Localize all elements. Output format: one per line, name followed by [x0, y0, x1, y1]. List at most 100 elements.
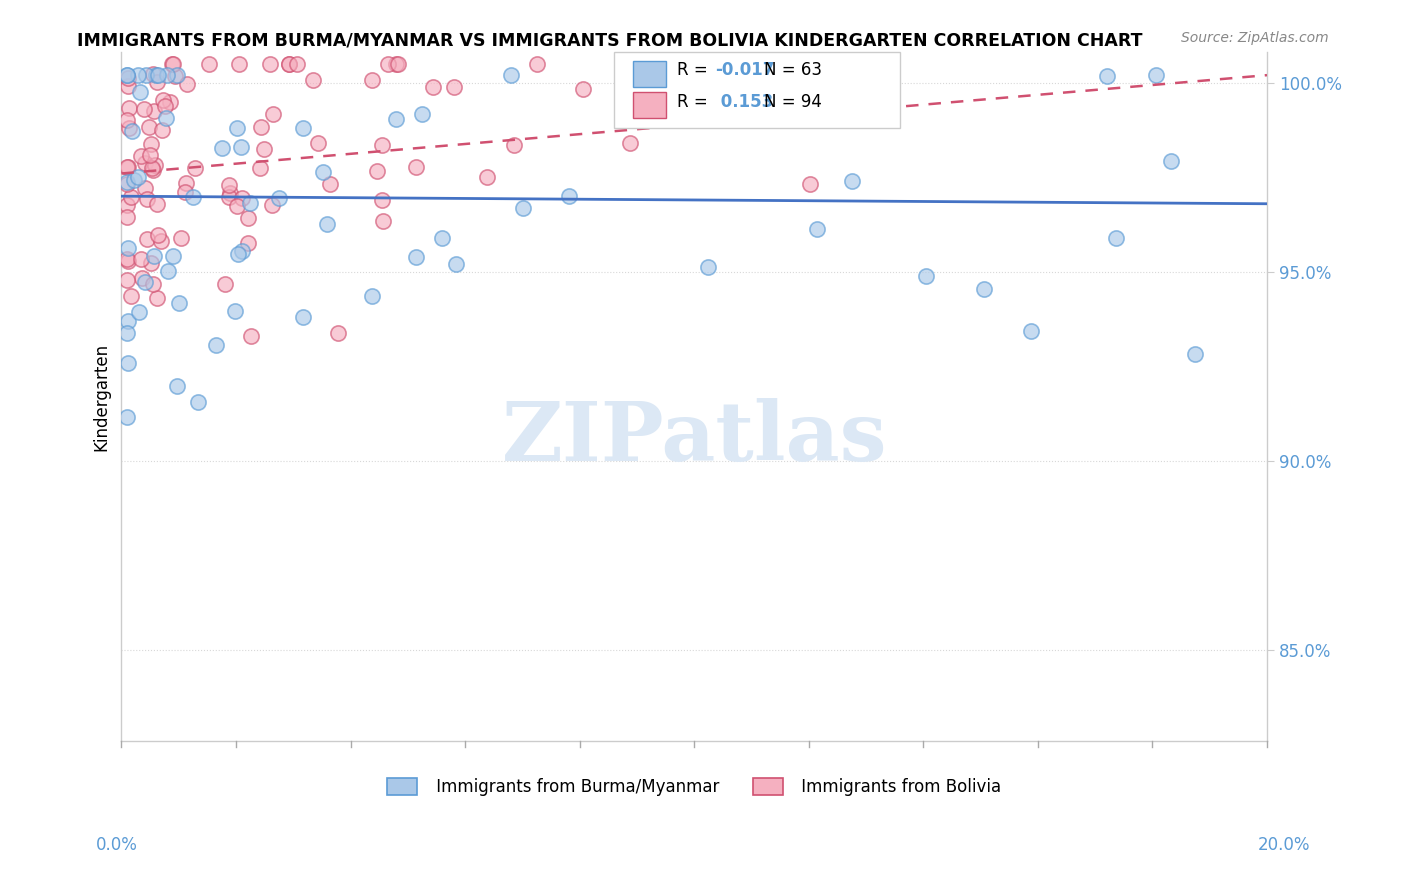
Point [218, 186, 240, 201]
Point [432, 231, 454, 245]
Point [262, 107, 284, 121]
Point [371, 137, 394, 152]
Point [411, 107, 433, 121]
Point [115, 68, 138, 82]
Point [211, 141, 233, 155]
Point [146, 68, 169, 82]
Point [155, 111, 177, 125]
Point [115, 197, 138, 211]
Point [146, 227, 169, 242]
Point [238, 235, 260, 250]
Point [361, 289, 384, 303]
Point [139, 137, 162, 152]
Point [236, 211, 259, 226]
Point [385, 57, 408, 71]
Point [122, 172, 145, 186]
Point [214, 277, 236, 291]
Point [302, 73, 325, 87]
Point [231, 191, 253, 205]
Point [377, 57, 399, 71]
Point [115, 326, 138, 341]
Point [115, 160, 138, 174]
Point [226, 247, 249, 261]
Point [127, 169, 149, 184]
Point [143, 103, 166, 118]
Point [312, 164, 335, 178]
Point [250, 120, 273, 135]
Point [231, 140, 253, 154]
Point [157, 264, 180, 278]
Point [153, 99, 176, 113]
Point [1146, 68, 1168, 82]
Point [117, 160, 139, 174]
Point [387, 57, 409, 71]
Point [159, 95, 181, 109]
Point [619, 136, 641, 150]
FancyBboxPatch shape [634, 61, 665, 87]
Point [115, 112, 138, 127]
Point [117, 70, 139, 85]
Point [385, 112, 408, 127]
Point [131, 270, 153, 285]
Point [682, 57, 704, 71]
Point [136, 231, 159, 245]
Point [117, 78, 139, 93]
Point [841, 173, 863, 187]
Point [226, 199, 249, 213]
Text: 20.0%: 20.0% [1258, 836, 1310, 854]
Point [120, 190, 142, 204]
Point [224, 304, 246, 318]
Point [131, 149, 153, 163]
Text: ZIPatlas: ZIPatlas [502, 398, 887, 478]
Point [120, 289, 142, 303]
Y-axis label: Kindergarten: Kindergarten [93, 343, 110, 450]
Point [249, 161, 271, 176]
Point [307, 136, 329, 151]
Point [501, 68, 523, 82]
FancyBboxPatch shape [634, 92, 665, 118]
Point [115, 252, 138, 266]
Point [115, 210, 138, 224]
Text: R =: R = [678, 62, 707, 79]
Point [146, 291, 169, 305]
Point [371, 193, 394, 207]
Point [181, 190, 204, 204]
Point [371, 214, 394, 228]
Point [117, 313, 139, 327]
Point [444, 257, 467, 271]
Point [278, 57, 301, 71]
Point [149, 234, 172, 248]
Point [115, 272, 138, 286]
Point [285, 57, 308, 71]
Point [259, 57, 281, 71]
Point [115, 175, 138, 189]
Point [205, 338, 228, 352]
Point [1097, 70, 1119, 84]
Point [799, 178, 821, 192]
Point [361, 72, 384, 87]
Point [129, 252, 152, 267]
Point [135, 193, 157, 207]
Point [277, 57, 299, 71]
Point [173, 185, 195, 199]
Point [142, 277, 165, 292]
Point [292, 121, 315, 136]
Point [117, 356, 139, 370]
Point [118, 121, 141, 136]
Point [145, 68, 167, 82]
Point [558, 189, 581, 203]
Point [134, 155, 156, 169]
Point [1160, 154, 1182, 169]
Point [225, 120, 247, 135]
Point [1105, 230, 1128, 244]
Point [422, 80, 444, 95]
Point [443, 80, 465, 95]
Text: Source: ZipAtlas.com: Source: ZipAtlas.com [1181, 31, 1329, 45]
Point [121, 124, 143, 138]
Point [167, 295, 190, 310]
Text: N = 63: N = 63 [763, 62, 823, 79]
Point [128, 304, 150, 318]
Point [239, 196, 262, 211]
Point [475, 169, 498, 184]
Text: 0.153: 0.153 [714, 93, 773, 112]
